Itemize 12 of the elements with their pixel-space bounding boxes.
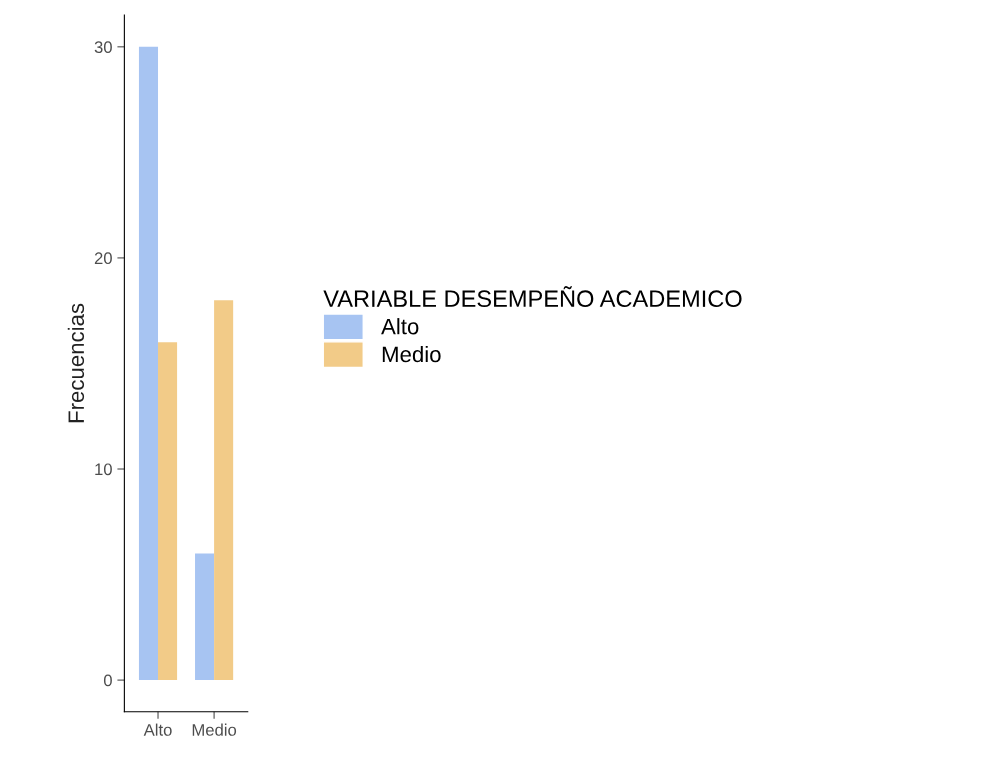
y-axis-title: Frecuencias <box>67 303 85 423</box>
bar <box>138 46 159 681</box>
bar <box>214 300 234 681</box>
y-tick-label: 30 <box>94 41 112 54</box>
y-tick-label: 20 <box>94 252 112 265</box>
legend-label: Alto <box>381 318 419 335</box>
legend-title: VARIABLE DESEMPEÑO ACADEMICO <box>323 286 742 308</box>
legend-label: Medio <box>382 345 441 363</box>
bar <box>158 342 178 681</box>
y-tick-label: 10 <box>95 463 112 476</box>
y-tick-label: 0 <box>103 674 112 687</box>
bar <box>195 553 215 681</box>
